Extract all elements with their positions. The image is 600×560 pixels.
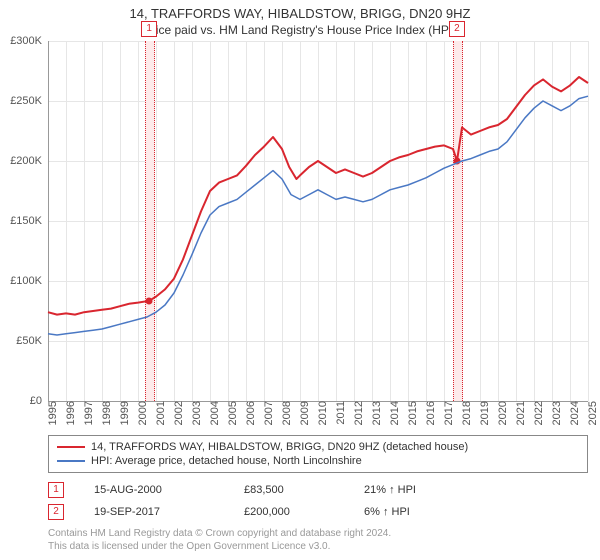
- legend-item: HPI: Average price, detached house, Nort…: [57, 454, 579, 468]
- x-axis-label: 2025: [583, 401, 599, 425]
- marker-box: 2: [449, 21, 465, 37]
- marker-badge: 1: [48, 482, 64, 498]
- x-axis-label: 1996: [61, 401, 77, 425]
- marker-box: 1: [141, 21, 157, 37]
- x-axis-label: 2015: [403, 401, 419, 425]
- chart-lines: [48, 41, 588, 401]
- marker-date: 15-AUG-2000: [94, 484, 214, 496]
- x-axis-label: 2023: [547, 401, 563, 425]
- x-axis-label: 2007: [259, 401, 275, 425]
- x-axis-label: 2018: [457, 401, 473, 425]
- x-axis-label: 2012: [349, 401, 365, 425]
- legend: 14, TRAFFORDS WAY, HIBALDSTOW, BRIGG, DN…: [48, 435, 588, 473]
- y-axis-label: £250K: [10, 95, 48, 107]
- x-axis-label: 2021: [511, 401, 527, 425]
- marker-delta: 21% ↑ HPI: [364, 484, 454, 496]
- marker-price: £83,500: [244, 484, 334, 496]
- x-axis-label: 2004: [205, 401, 221, 425]
- x-axis-label: 2001: [151, 401, 167, 425]
- x-axis-label: 2019: [475, 401, 491, 425]
- footnote-line: Contains HM Land Registry data © Crown c…: [48, 527, 588, 540]
- x-axis-label: 2022: [529, 401, 545, 425]
- legend-item: 14, TRAFFORDS WAY, HIBALDSTOW, BRIGG, DN…: [57, 440, 579, 454]
- marker-row: 1 15-AUG-2000 £83,500 21% ↑ HPI: [48, 479, 588, 501]
- y-axis-label: £150K: [10, 215, 48, 227]
- x-axis-label: 1999: [115, 401, 131, 425]
- x-axis-label: 2014: [385, 401, 401, 425]
- marker-details: 1 15-AUG-2000 £83,500 21% ↑ HPI 2 19-SEP…: [48, 479, 588, 523]
- chart-subtitle: Price paid vs. HM Land Registry's House …: [0, 21, 600, 41]
- marker-badge: 2: [48, 504, 64, 520]
- marker-delta: 6% ↑ HPI: [364, 506, 454, 518]
- marker-date: 19-SEP-2017: [94, 506, 214, 518]
- x-axis-label: 2017: [439, 401, 455, 425]
- x-axis-label: 2006: [241, 401, 257, 425]
- x-axis-label: 2008: [277, 401, 293, 425]
- y-axis-label: £100K: [10, 275, 48, 287]
- x-axis-label: 2005: [223, 401, 239, 425]
- marker-row: 2 19-SEP-2017 £200,000 6% ↑ HPI: [48, 501, 588, 523]
- x-axis-label: 1997: [79, 401, 95, 425]
- footnote: Contains HM Land Registry data © Crown c…: [48, 527, 588, 553]
- x-axis-label: 2011: [331, 401, 347, 425]
- chart-title: 14, TRAFFORDS WAY, HIBALDSTOW, BRIGG, DN…: [0, 0, 600, 21]
- gridline-v: [588, 41, 589, 401]
- y-axis-label: £300K: [10, 35, 48, 47]
- y-axis-label: £200K: [10, 155, 48, 167]
- legend-label: 14, TRAFFORDS WAY, HIBALDSTOW, BRIGG, DN…: [91, 441, 468, 453]
- x-axis-label: 2003: [187, 401, 203, 425]
- footnote-line: This data is licensed under the Open Gov…: [48, 540, 588, 553]
- x-axis-label: 1995: [43, 401, 59, 425]
- x-axis-label: 2010: [313, 401, 329, 425]
- series-line: [48, 77, 588, 315]
- legend-swatch: [57, 446, 85, 448]
- legend-swatch: [57, 460, 85, 462]
- x-axis-label: 2013: [367, 401, 383, 425]
- legend-label: HPI: Average price, detached house, Nort…: [91, 455, 362, 467]
- x-axis-label: 2024: [565, 401, 581, 425]
- marker-price: £200,000: [244, 506, 334, 518]
- x-axis-label: 2009: [295, 401, 311, 425]
- x-axis-label: 2016: [421, 401, 437, 425]
- x-axis-label: 2002: [169, 401, 185, 425]
- series-line: [48, 96, 588, 335]
- x-axis-label: 2020: [493, 401, 509, 425]
- chart-area: £0£50K£100K£150K£200K£250K£300K199519961…: [48, 41, 588, 401]
- x-axis-label: 2000: [133, 401, 149, 425]
- x-axis-label: 1998: [97, 401, 113, 425]
- y-axis-label: £50K: [16, 335, 48, 347]
